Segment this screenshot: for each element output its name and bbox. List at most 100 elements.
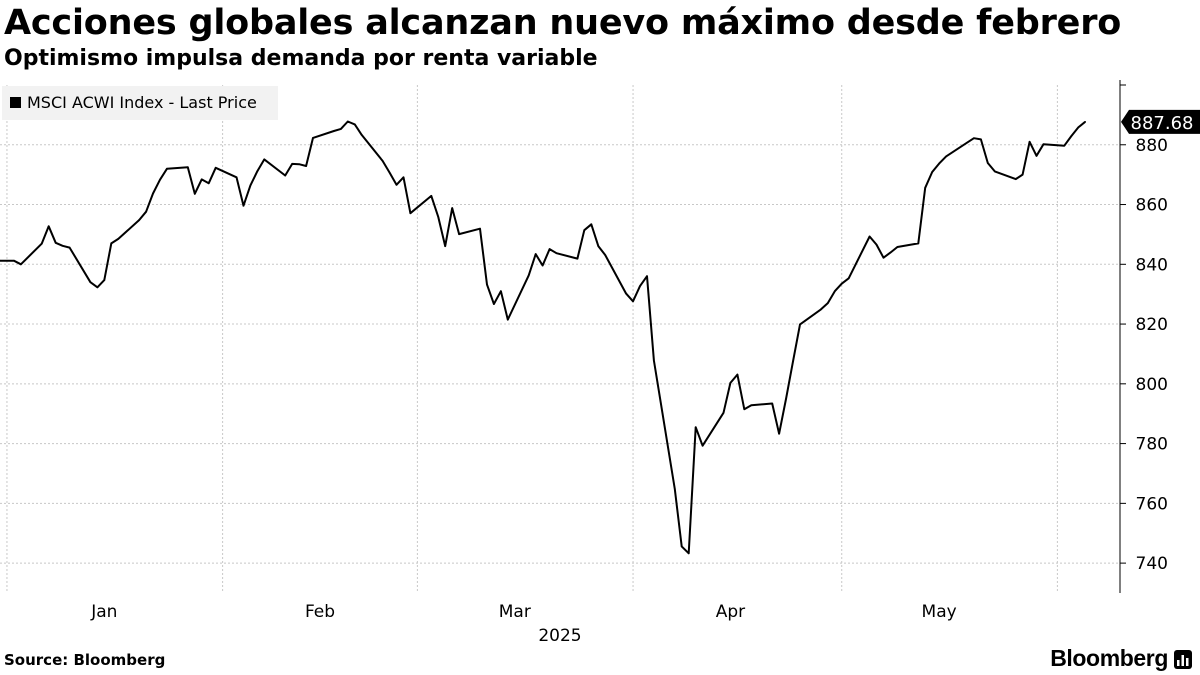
x-tick-label: May — [922, 602, 957, 622]
data-point — [1084, 121, 1086, 123]
data-point — [103, 279, 106, 281]
data-point — [687, 552, 690, 555]
data-point — [827, 302, 829, 304]
data-point — [987, 162, 989, 164]
gridlines — [0, 85, 1120, 593]
data-point — [298, 163, 300, 165]
y-tick-label: 840 — [1136, 255, 1168, 275]
data-point — [750, 404, 753, 407]
data-point — [13, 259, 15, 262]
data-point — [200, 178, 203, 181]
data-point — [284, 174, 287, 177]
data-point — [674, 488, 676, 490]
data-point — [736, 373, 739, 376]
data-point — [625, 292, 627, 295]
data-point — [1063, 144, 1066, 147]
data-point — [263, 158, 266, 161]
data-point — [96, 286, 99, 289]
data-point — [235, 176, 238, 179]
data-point — [527, 274, 530, 277]
data-point — [395, 184, 398, 186]
data-point — [117, 238, 120, 240]
data-point — [534, 253, 537, 255]
data-point — [1014, 178, 1017, 180]
last-value-callout: 887.68 — [1121, 109, 1200, 134]
data-point — [479, 227, 481, 230]
data-point — [340, 128, 342, 130]
series — [0, 120, 1086, 555]
data-point — [729, 382, 732, 384]
legend-swatch — [10, 97, 21, 108]
y-tick-label: 740 — [1136, 554, 1168, 574]
data-point — [256, 170, 259, 172]
data-point — [743, 408, 746, 411]
data-point — [138, 219, 140, 221]
data-point — [653, 359, 655, 362]
data-point — [632, 300, 634, 303]
data-point — [507, 318, 509, 321]
data-point — [145, 210, 147, 213]
data-point — [917, 242, 920, 245]
data-point — [1035, 155, 1038, 157]
data-point — [249, 184, 252, 187]
data-point — [1070, 135, 1073, 137]
bloomberg-logo: Bloomberg — [1050, 645, 1168, 671]
data-point — [20, 263, 22, 266]
data-point — [875, 243, 878, 246]
data-point — [931, 171, 933, 173]
data-point — [458, 233, 460, 235]
data-point — [110, 242, 113, 245]
data-point — [500, 290, 502, 293]
data-point — [166, 167, 168, 170]
data-point — [354, 123, 356, 126]
data-point — [0, 259, 1, 262]
data-point — [604, 254, 606, 256]
axis-labels: 740 760 780 800 820 840 860 880 Jan Feb Mar Apr May 2… — [90, 109, 1200, 646]
data-point — [541, 264, 544, 267]
data-point — [194, 193, 196, 195]
data-point — [451, 207, 454, 209]
data-point — [840, 282, 843, 285]
data-point — [994, 170, 996, 173]
data-point — [889, 251, 892, 254]
last-value-label: 887.68 — [1131, 113, 1194, 134]
data-point — [847, 277, 850, 280]
data-point — [868, 235, 871, 238]
chart-subtitle: Optimismo impulsa demanda por renta vari… — [4, 46, 598, 71]
data-point — [312, 137, 314, 139]
data-point — [945, 155, 947, 158]
x-tick-label: Feb — [305, 602, 335, 622]
data-point — [555, 252, 558, 254]
data-point — [1021, 173, 1024, 176]
data-point — [214, 167, 217, 169]
data-point — [47, 225, 50, 228]
data-point — [722, 412, 725, 414]
data-point — [966, 141, 968, 144]
data-point — [1028, 141, 1031, 143]
y-tick-label: 760 — [1136, 494, 1168, 514]
x-axis-year-label: 2025 — [538, 626, 581, 646]
data-point — [291, 163, 294, 165]
data-point — [242, 204, 245, 207]
data-point — [701, 444, 704, 447]
data-point — [409, 212, 412, 214]
data-point — [1077, 126, 1080, 129]
data-point — [924, 187, 926, 189]
y-tick-label: 860 — [1136, 196, 1168, 216]
data-point — [771, 402, 773, 405]
data-point — [40, 242, 43, 245]
data-point — [882, 256, 885, 259]
data-point — [152, 192, 154, 195]
data-point — [590, 223, 593, 226]
data-point — [430, 195, 433, 197]
data-point — [305, 165, 307, 167]
data-point — [778, 432, 780, 435]
data-point — [576, 257, 579, 260]
data-point — [785, 397, 787, 400]
data-point — [360, 134, 363, 136]
data-point — [680, 545, 683, 548]
legend-label: MSCI ACWI Index - Last Price — [27, 93, 257, 112]
y-tick-label: 800 — [1136, 375, 1168, 395]
data-point — [646, 275, 648, 278]
data-point — [938, 162, 940, 165]
